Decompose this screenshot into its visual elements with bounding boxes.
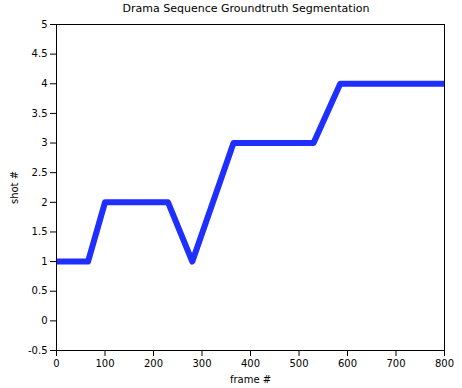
svg-text:600: 600: [338, 358, 357, 369]
svg-text:400: 400: [241, 358, 260, 369]
svg-text:0: 0: [41, 315, 47, 326]
svg-text:100: 100: [95, 358, 114, 369]
svg-text:700: 700: [386, 358, 405, 369]
svg-text:2: 2: [41, 197, 47, 208]
svg-text:4.5: 4.5: [32, 48, 48, 59]
svg-text:300: 300: [192, 358, 211, 369]
svg-text:0: 0: [53, 358, 59, 369]
svg-text:3: 3: [41, 137, 47, 148]
svg-text:0.5: 0.5: [32, 285, 48, 296]
svg-text:5: 5: [41, 19, 47, 30]
svg-text:500: 500: [289, 358, 308, 369]
html-text:Drama Sequence Groundtruth Seg: Drama Sequence Groundtruth Segmentation: [122, 2, 370, 15]
svg-text:shot #: shot #: [9, 171, 20, 204]
svg-text:-0.5: -0.5: [28, 345, 48, 356]
svg-text:800: 800: [435, 358, 454, 369]
svg-text:4: 4: [41, 78, 47, 89]
svg-text:1.5: 1.5: [32, 226, 48, 237]
svg-text:3.5: 3.5: [32, 108, 48, 119]
svg-text:200: 200: [144, 358, 163, 369]
svg-text:frame #: frame #: [230, 374, 271, 385]
svg-text:2.5: 2.5: [32, 167, 48, 178]
svg-text:1: 1: [41, 256, 47, 267]
